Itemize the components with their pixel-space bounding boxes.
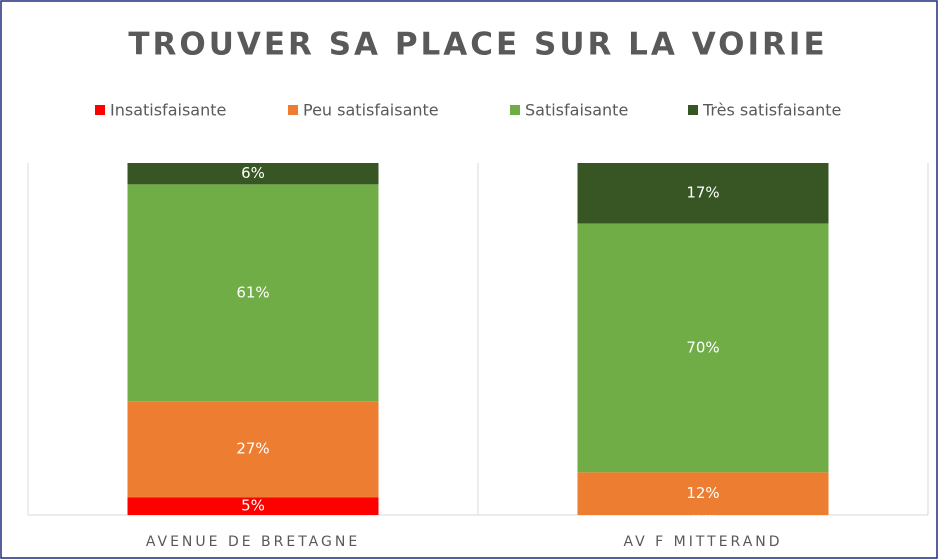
legend-label: Peu satisfaisante xyxy=(303,101,439,120)
legend-swatch xyxy=(510,105,520,115)
legend-label: Satisfaisante xyxy=(525,101,628,120)
data-label: 27% xyxy=(236,440,269,458)
bar-segment xyxy=(127,184,379,402)
legend-swatch xyxy=(95,105,105,115)
data-label: 6% xyxy=(241,164,265,182)
legend-swatch xyxy=(688,105,698,115)
x-tick-label: AV F MITTERAND xyxy=(623,534,782,550)
bar-segment xyxy=(577,223,829,473)
data-label: 70% xyxy=(686,338,719,356)
data-label: 5% xyxy=(241,497,265,515)
bar-segment xyxy=(127,497,379,515)
chart-title: TROUVER SA PLACE SUR LA VOIRIE xyxy=(128,27,827,63)
x-tick-label: AVENUE DE BRETAGNE xyxy=(146,534,360,550)
data-label: 61% xyxy=(236,283,269,301)
data-label: 12% xyxy=(686,484,719,502)
bar-segment xyxy=(577,472,829,515)
bar-segment xyxy=(577,163,829,224)
bar-segment xyxy=(127,401,379,498)
bar-segment xyxy=(127,163,379,185)
legend-label: Très satisfaisante xyxy=(702,101,841,120)
legend-swatch xyxy=(288,105,298,115)
data-label: 17% xyxy=(686,184,719,202)
legend-label: Insatisfaisante xyxy=(110,101,226,120)
